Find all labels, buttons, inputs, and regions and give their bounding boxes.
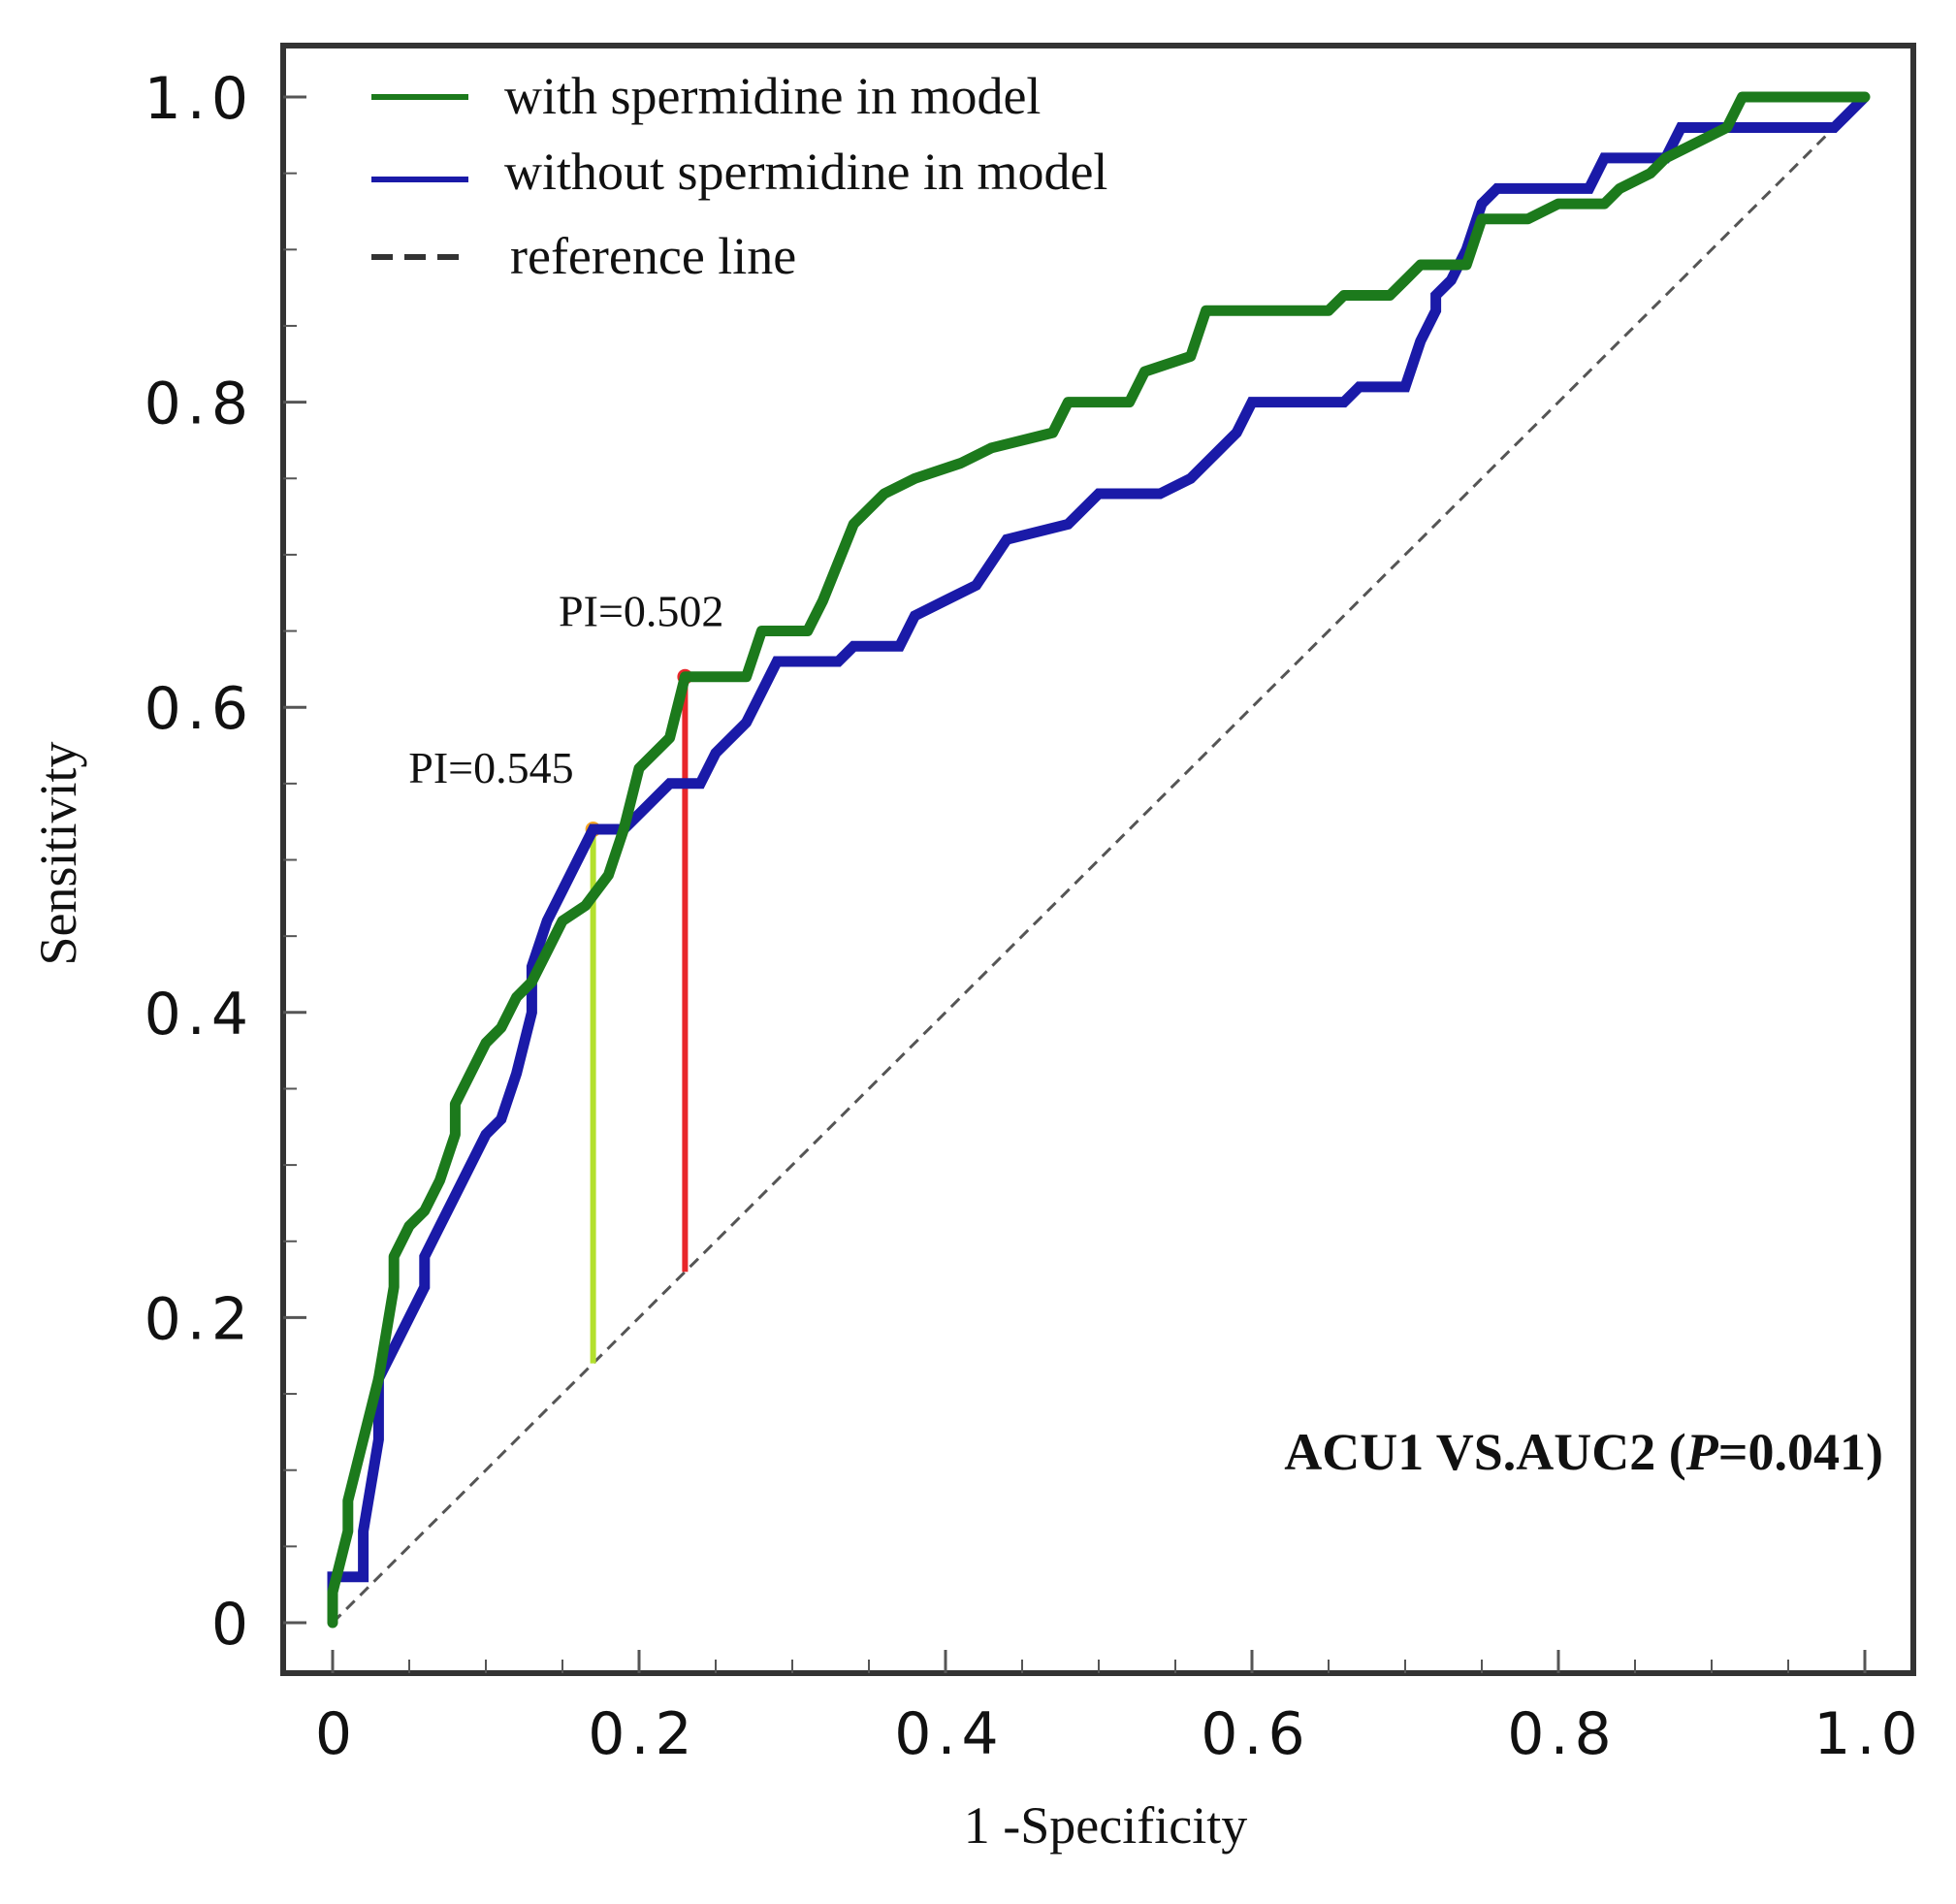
y-axis-title: Sensitivity	[29, 741, 87, 965]
y-tick-labels: 0 0.2 0.4 0.6 0.8 1.0	[144, 65, 254, 1659]
y-tick-label: 0.8	[144, 371, 254, 438]
curve-without-spermidine	[327, 93, 1869, 1623]
y-tick-label: 0.2	[144, 1285, 254, 1353]
legend-label-with: with spermidine in model	[504, 67, 1041, 125]
curve-with-spermidine	[327, 91, 1871, 1629]
x-tick-label: 0.2	[588, 1700, 697, 1768]
x-tick-label: 0.4	[894, 1700, 1004, 1768]
y-tick-label: 0.6	[144, 675, 254, 743]
x-tick-label: 0.8	[1507, 1700, 1617, 1768]
legend-label-without: without spermidine in model	[504, 143, 1107, 201]
y-tick-label: 0	[211, 1591, 254, 1659]
x-axis-title: 1 -Specificity	[964, 1796, 1247, 1855]
auc-comparison-suffix: =0.041)	[1718, 1423, 1883, 1481]
legend-label-reference: reference line	[510, 227, 796, 285]
x-tick-label: 1.0	[1813, 1700, 1923, 1768]
axis-ticks	[283, 95, 1867, 1673]
cutoff-annotations: PI=0.545 PI=0.502	[408, 587, 723, 1364]
y-tick-label: 0.4	[144, 981, 254, 1049]
legend: with spermidine in model without spermid…	[371, 67, 1107, 285]
auc-comparison: ACU1 VS.AUC2 (P=0.041)	[1284, 1423, 1883, 1481]
cutoff-label: PI=0.502	[559, 587, 723, 636]
auc-comparison-p: P	[1685, 1423, 1719, 1481]
x-tick-labels: 0 0.2 0.4 0.6 0.8 1.0	[315, 1700, 1923, 1768]
reference-line	[331, 95, 1867, 1625]
auc-comparison-prefix: ACU1 VS.AUC2 (	[1284, 1423, 1686, 1481]
x-tick-label: 0	[315, 1700, 358, 1768]
y-tick-label: 1.0	[144, 65, 254, 133]
x-tick-label: 0.6	[1201, 1700, 1310, 1768]
cutoff-label: PI=0.545	[408, 743, 573, 792]
